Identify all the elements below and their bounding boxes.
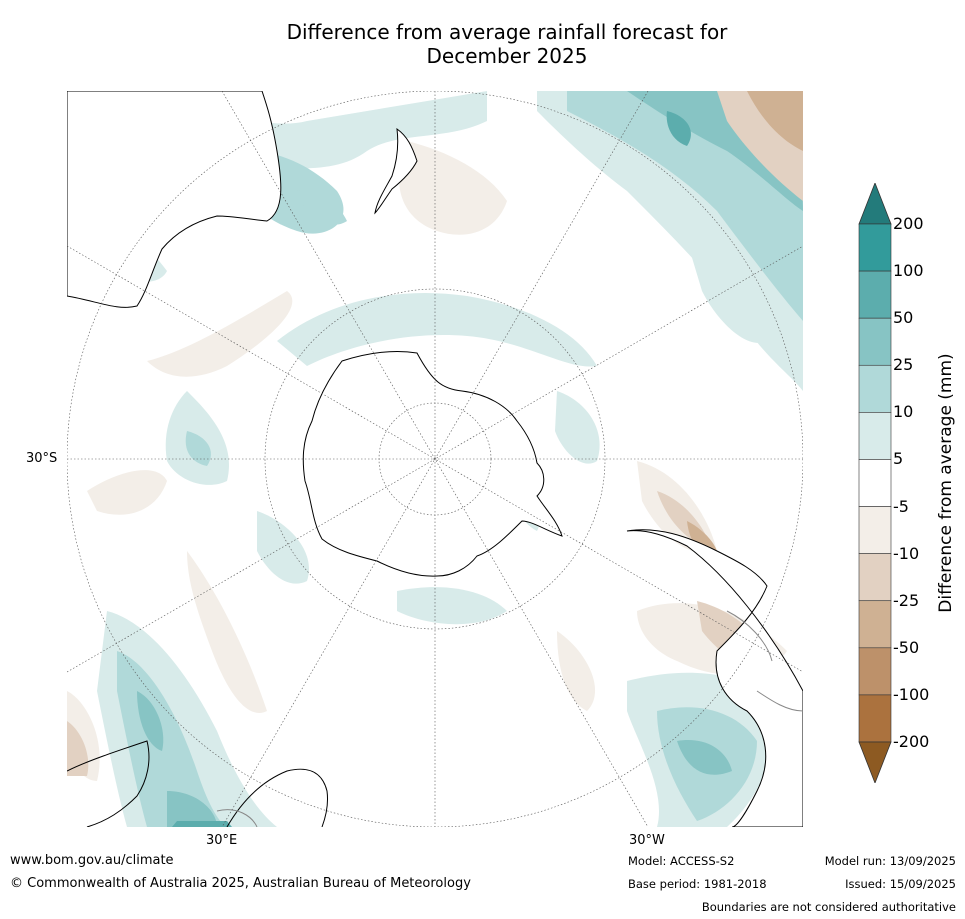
colorbar-tick-label: -100 — [893, 684, 930, 704]
colorbar-segment — [858, 506, 892, 554]
colorbar-segment — [858, 270, 892, 319]
boundaries-disclaimer: Boundaries are not considered authoritat… — [701, 900, 956, 914]
base-period: Base period: 1981-2018 — [628, 877, 767, 891]
colorbar-segment — [858, 459, 892, 507]
title-line-1: Difference from average rainfall forecas… — [286, 20, 728, 44]
colorbar-tick-label: 25 — [893, 355, 914, 375]
colorbar-tick-label: -25 — [893, 590, 920, 610]
colorbar-segment — [858, 364, 892, 413]
colorbar-segment — [858, 223, 892, 272]
colorbar-segment — [858, 647, 892, 696]
colorbar-extend-bottom — [858, 741, 892, 783]
country-borders — [216, 610, 803, 827]
colorbar-tick-label: 10 — [893, 402, 914, 422]
model-run-date: Model run: 13/09/2025 — [824, 854, 956, 868]
map-title: Difference from average rainfall forecas… — [0, 20, 965, 68]
colorbar-tick-label: -10 — [893, 543, 920, 563]
colorbar — [858, 183, 892, 783]
colorbar-tick-label: -200 — [893, 732, 930, 751]
new-zealand-coastline — [374, 127, 418, 215]
antarctica-coastline — [302, 350, 563, 577]
very-wet-areas — [172, 111, 691, 827]
latitude-label-30s: 30°S — [26, 451, 58, 466]
colorbar-segment — [858, 317, 892, 366]
colorbar-extend-top — [858, 183, 892, 225]
graticule — [67, 91, 803, 827]
longitude-label-30w: 30°W — [629, 833, 665, 848]
australia-coastline — [67, 91, 282, 308]
colorbar-tick-label: 50 — [893, 308, 914, 328]
africa-coastline — [67, 740, 328, 827]
polar-stereographic-map — [67, 91, 803, 827]
copyright-notice: © Commonwealth of Australia 2025, Austra… — [10, 876, 471, 891]
colorbar-tick-label: 200 — [893, 214, 924, 233]
colorbar-tick-label: 100 — [893, 261, 924, 281]
colorbar-segment — [858, 412, 892, 460]
colorbar-tick-label: -5 — [893, 496, 909, 516]
colorbar-segment — [858, 553, 892, 602]
colorbar-tick-label: -50 — [893, 637, 920, 657]
colorbar-segments — [858, 183, 892, 783]
colorbar-tick-label: 5 — [893, 449, 904, 469]
model-name: Model: ACCESS-S2 — [628, 854, 735, 868]
colorbar-segment — [858, 600, 892, 649]
longitude-label-30e: 30°E — [206, 833, 238, 848]
title-line-2: December 2025 — [426, 44, 588, 68]
website-link[interactable]: www.bom.gov.au/climate — [10, 853, 174, 868]
colorbar-segment — [858, 694, 892, 743]
issued-date: Issued: 15/09/2025 — [845, 877, 956, 891]
south-america-coastline — [626, 529, 803, 827]
colorbar-title: Difference from average (mm) — [936, 353, 956, 613]
